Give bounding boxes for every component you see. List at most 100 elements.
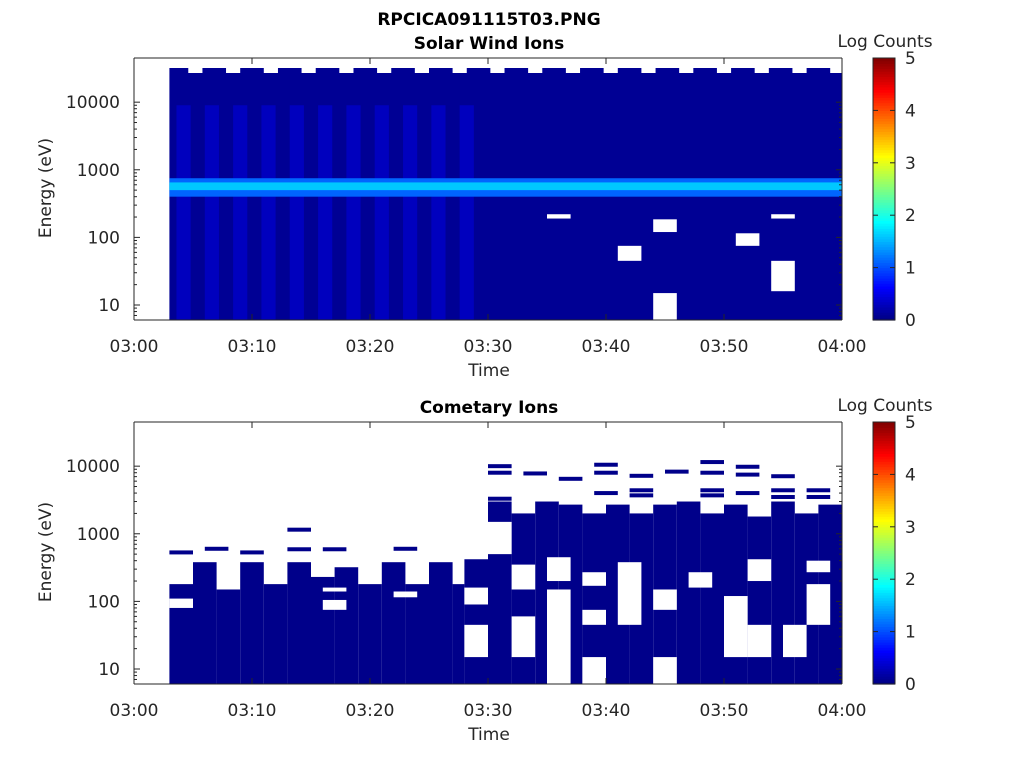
colorbar-segment	[873, 280, 895, 284]
colorbar-segment	[873, 141, 895, 146]
colorbar-segment	[873, 600, 895, 604]
data-bar	[287, 547, 311, 552]
data-gap	[653, 657, 677, 684]
data-gap	[653, 219, 677, 233]
colorbar-segment	[873, 649, 895, 654]
colorbar-segment	[873, 571, 895, 575]
colorbar-segment	[873, 128, 895, 132]
data-bar	[665, 469, 689, 474]
data-gap	[511, 616, 536, 658]
colorbar-segment	[873, 275, 895, 279]
colorbar-segment	[873, 217, 895, 222]
data-gap	[511, 564, 536, 590]
colorbar-segment	[873, 278, 895, 282]
figure-title: RPCICA091115T03.PNG	[377, 10, 600, 30]
plot-area: 03:00 03:10 03:20 03:30 03:40 03:50 04:00 10 100…	[66, 421, 867, 721]
colorbar-segment	[873, 317, 895, 321]
colorbar-segment	[873, 469, 895, 473]
colorbar-segment	[873, 445, 895, 449]
colorbar-tick-label: 5	[905, 413, 916, 433]
colorbar-segment	[873, 594, 895, 599]
data-column	[311, 576, 335, 684]
y-axis-label: Energy (eV)	[36, 138, 56, 238]
colorbar-segment	[873, 189, 895, 193]
data-gap	[464, 624, 488, 658]
colorbar-segment	[873, 254, 895, 258]
colorbar-segment	[873, 291, 895, 295]
data-gap	[393, 591, 418, 598]
data-column	[176, 105, 191, 321]
data-column	[204, 105, 219, 321]
data-column	[287, 562, 311, 684]
colorbar-segment	[873, 665, 895, 669]
colorbar-segment	[873, 453, 895, 457]
y-tick-label: 10	[98, 660, 120, 680]
data-gap	[641, 68, 656, 73]
colorbar-segment	[873, 154, 895, 159]
colorbar-segment	[873, 126, 895, 130]
colorbar-segment	[873, 560, 895, 565]
colorbar-label: Log Counts	[837, 396, 932, 416]
colorbar-segment	[873, 173, 895, 177]
colorbar-segment	[873, 113, 895, 117]
data-column	[464, 559, 488, 684]
colorbar-segment	[873, 529, 895, 533]
colorbar-segment	[873, 539, 895, 544]
colorbar-segment	[873, 251, 895, 256]
colorbar-tick-label: 1	[905, 623, 916, 643]
colorbar-segment	[873, 524, 895, 528]
data-gap	[414, 68, 429, 73]
colorbar-segment	[873, 435, 895, 439]
data-column	[358, 584, 382, 684]
colorbar-segment	[873, 424, 895, 428]
data-bar	[700, 470, 724, 475]
colorbar-segment	[873, 602, 895, 606]
data-column	[334, 567, 359, 684]
colorbar-frame	[872, 57, 896, 321]
colorbar-segment	[873, 490, 895, 494]
colorbar-segment	[873, 63, 895, 67]
colorbar-segment	[873, 115, 895, 119]
data-gap	[653, 589, 677, 610]
data-gap	[452, 68, 467, 73]
data-bar	[322, 547, 347, 552]
colorbar-segment	[873, 123, 895, 127]
data-gap	[339, 68, 354, 73]
colorbar-segment	[873, 492, 895, 496]
data-bar	[393, 546, 418, 551]
colorbar-segment	[873, 183, 895, 187]
colorbar-segment	[873, 636, 895, 641]
data-gap	[169, 598, 193, 608]
data-column	[318, 105, 333, 321]
colorbar-segment	[873, 644, 895, 648]
colorbar-segment	[873, 432, 895, 436]
colorbar-segment	[873, 484, 895, 489]
colorbar-segment	[873, 194, 895, 198]
data-bar	[806, 488, 831, 493]
colorbar-segment	[873, 225, 895, 229]
data-column	[431, 105, 446, 321]
colorbar-segment	[873, 631, 895, 635]
x-tick-label: 04:00	[818, 337, 867, 357]
colorbar-segment	[873, 495, 895, 499]
colorbar-segment	[873, 466, 895, 470]
data-bar	[771, 488, 795, 493]
colorbar-segment	[873, 272, 895, 277]
data-gap	[322, 587, 347, 592]
x-tick-label: 03:40	[582, 337, 631, 357]
colorbar-segment	[873, 581, 895, 586]
colorbar-segment	[873, 152, 895, 156]
data-gap	[830, 68, 845, 73]
data-bar	[700, 488, 724, 493]
x-tick-label: 03:30	[464, 701, 513, 721]
colorbar-segment	[873, 246, 895, 250]
data-bar	[629, 488, 654, 493]
data-gap	[747, 624, 772, 658]
colorbar-segment	[873, 573, 895, 578]
colorbar-segment	[873, 670, 895, 675]
data-gap	[603, 68, 618, 73]
y-tick-label: 10	[98, 296, 120, 316]
colorbar-segment	[873, 257, 895, 261]
colorbar: 0 1 2 3 4 5	[872, 413, 916, 695]
colorbar-segment	[873, 215, 895, 219]
